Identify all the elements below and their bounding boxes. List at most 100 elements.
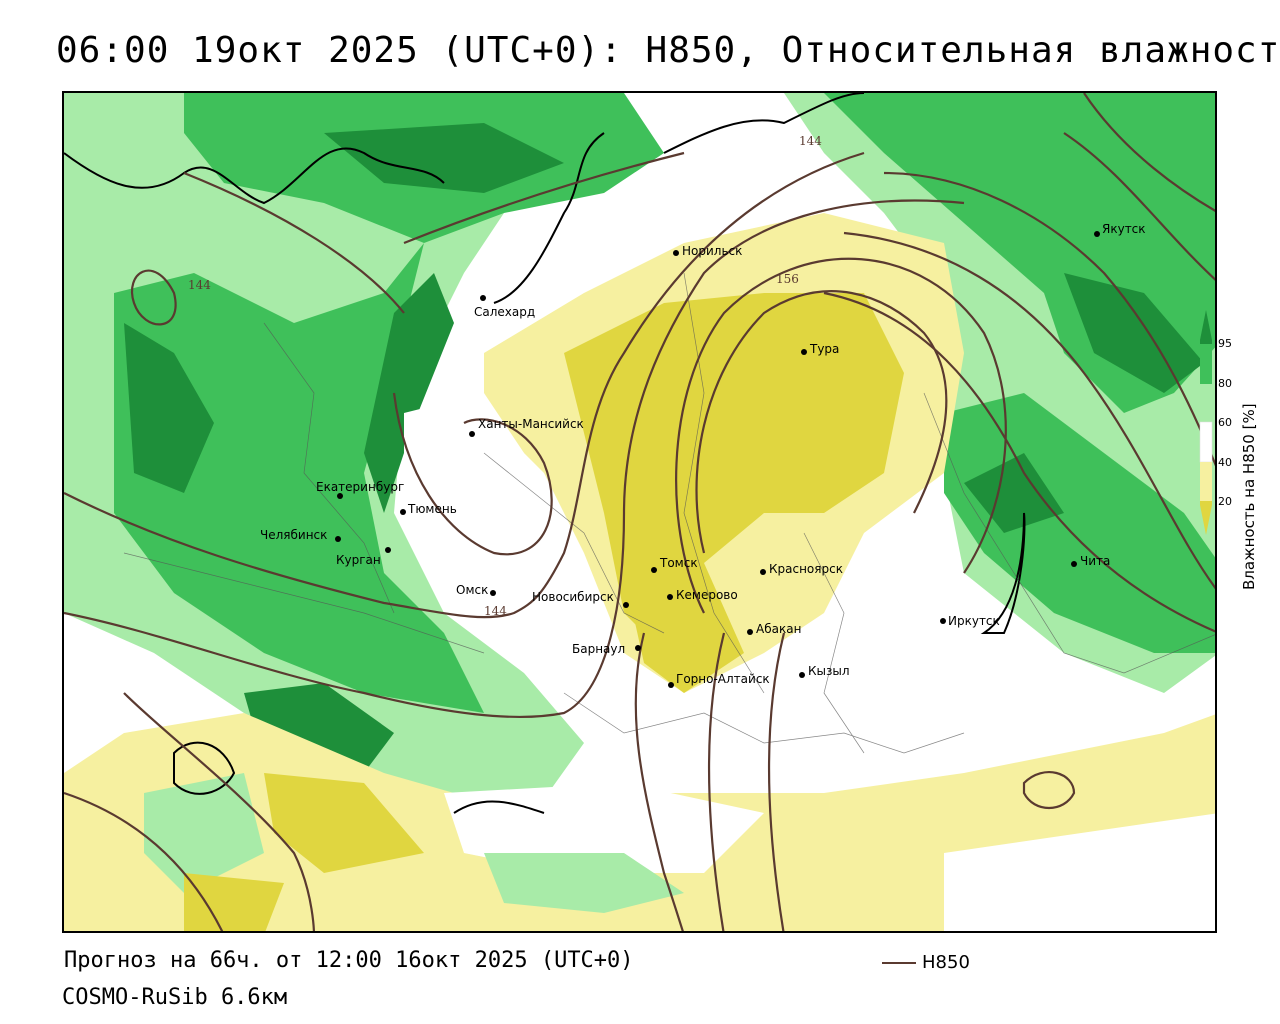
city-dot xyxy=(335,536,341,542)
city-markers: Салехард Норильск Якутск Тура Ханты-Манс… xyxy=(260,222,1146,688)
city-label: Чита xyxy=(1080,554,1110,568)
coastlines xyxy=(64,93,1026,814)
city-dot xyxy=(799,672,805,678)
city-label: Барнаул xyxy=(572,642,625,656)
humidity-map: 144 156 144 144 Салехард Норильск Якутск… xyxy=(62,91,1217,933)
contour-far-east xyxy=(1083,93,1215,212)
contour-east-3 xyxy=(823,291,1215,633)
model-name: COSMO-RuSib 6.6км xyxy=(62,985,288,1010)
contour-144-main xyxy=(64,151,865,619)
contour-label: 144 xyxy=(188,278,211,292)
contour-southeast-loop xyxy=(1022,771,1076,809)
caspian-sea xyxy=(173,741,236,795)
contour-east-1 xyxy=(883,171,1215,467)
city-label: Екатеринбург xyxy=(316,480,404,494)
city-dot xyxy=(1071,561,1077,567)
humidity-zone-southwest-dry xyxy=(264,773,424,873)
contour-south-2 xyxy=(707,632,726,931)
h850-contours xyxy=(64,93,1215,931)
contour-1000-east xyxy=(1063,132,1215,281)
colorbar-band-20 xyxy=(1200,462,1212,501)
region-borders xyxy=(123,272,1215,754)
humidity-zone-east-saturated-2 xyxy=(964,453,1064,533)
colorbar-tick-20: 20 xyxy=(1218,495,1232,508)
border-5 xyxy=(923,392,1215,674)
colorbar-band-40 xyxy=(1199,421,1213,463)
city-dot xyxy=(337,493,343,499)
lake-baikal xyxy=(980,512,1026,634)
colorbar-tick-95: 95 xyxy=(1218,337,1232,350)
colorbar-band-0 xyxy=(1200,501,1212,505)
city-label: Абакан xyxy=(756,622,801,636)
city-dot xyxy=(623,602,629,608)
humidity-zone-south-white xyxy=(444,783,764,873)
city-dot xyxy=(480,295,486,301)
arctic-coast-west xyxy=(64,147,445,205)
city-label: Омск xyxy=(456,583,488,597)
contour-legend-label: H850 xyxy=(922,952,970,973)
contour-north-west xyxy=(183,171,405,314)
contour-156-outer xyxy=(675,257,1007,614)
border-6 xyxy=(563,692,965,754)
city-label: Горно-Алтайск xyxy=(676,672,770,686)
colorbar-tick-40: 40 xyxy=(1218,456,1232,469)
humidity-zone-white-pocket xyxy=(404,393,524,533)
city-dot xyxy=(940,618,946,624)
border-1 xyxy=(263,322,395,614)
contour-north-arc xyxy=(403,151,685,245)
city-label: Челябинск xyxy=(260,528,327,542)
city-label: Кемерово xyxy=(676,588,738,602)
city-label: Салехард xyxy=(474,305,535,319)
city-dot xyxy=(469,431,475,437)
yamal-peninsula xyxy=(493,132,605,304)
city-label: Тура xyxy=(809,342,839,356)
colorbar-tick-80: 80 xyxy=(1218,377,1232,390)
city-dot xyxy=(651,567,657,573)
city-dot xyxy=(1094,231,1100,237)
contour-sw xyxy=(123,692,315,931)
humidity-zone-arctic-saturated xyxy=(324,123,564,193)
city-label: Новосибирск xyxy=(532,590,614,604)
contour-sw-2 xyxy=(64,791,224,931)
border-7 xyxy=(123,552,485,654)
map-canvas: 144 156 144 144 Салехард Норильск Якутск… xyxy=(64,93,1215,931)
city-label: Иркутск xyxy=(948,614,1000,628)
city-dot xyxy=(801,349,807,355)
contour-label: 144 xyxy=(799,134,822,148)
city-label: Тюмень xyxy=(407,502,457,516)
humidity-colorbar: 95 80 60 40 20 xyxy=(1199,310,1232,535)
colorbar-band-95 xyxy=(1200,340,1212,344)
city-label: Норильск xyxy=(682,244,742,258)
humidity-zone-east-saturated xyxy=(1064,273,1204,393)
colorbar-band-80 xyxy=(1200,344,1212,384)
city-label: Курган xyxy=(336,553,381,567)
border-3 xyxy=(683,272,765,694)
colorbar-top-arrow xyxy=(1200,310,1212,340)
city-label: Ханты-Мансийск xyxy=(478,417,584,431)
contour-labels: 144 156 144 144 xyxy=(188,134,822,618)
city-label: Якутск xyxy=(1102,222,1146,236)
humidity-zone-ural-saturated xyxy=(364,273,454,513)
contour-legend-swatch xyxy=(882,961,916,964)
city-label: Томск xyxy=(659,556,698,570)
colorbar-band-60 xyxy=(1200,384,1212,422)
humidity-zone-dry-south xyxy=(624,563,744,693)
humidity-zone-west-saturated xyxy=(124,323,214,493)
city-dot xyxy=(400,509,406,515)
city-dot xyxy=(673,250,679,256)
contour-label: 156 xyxy=(776,272,799,286)
contour-150-west xyxy=(64,199,965,719)
contour-144-west-loop xyxy=(392,392,553,556)
humidity-zone-east-wet-2 xyxy=(944,393,1215,653)
contour-south-3 xyxy=(767,632,786,931)
colorbar-tick-60: 60 xyxy=(1218,416,1232,429)
contour-144-inner-west xyxy=(131,269,177,326)
colorbar-bottom-arrow xyxy=(1200,505,1212,535)
humidity-zone-south-green xyxy=(484,853,684,913)
city-label: Красноярск xyxy=(769,562,843,576)
city-dot xyxy=(668,682,674,688)
map-title: 06:00 19окт 2025 (UTC+0): H850, Относите… xyxy=(56,30,1280,71)
humidity-zone-dry-core xyxy=(564,293,904,653)
contour-legend: H850 xyxy=(882,952,970,973)
border-2 xyxy=(483,452,665,634)
